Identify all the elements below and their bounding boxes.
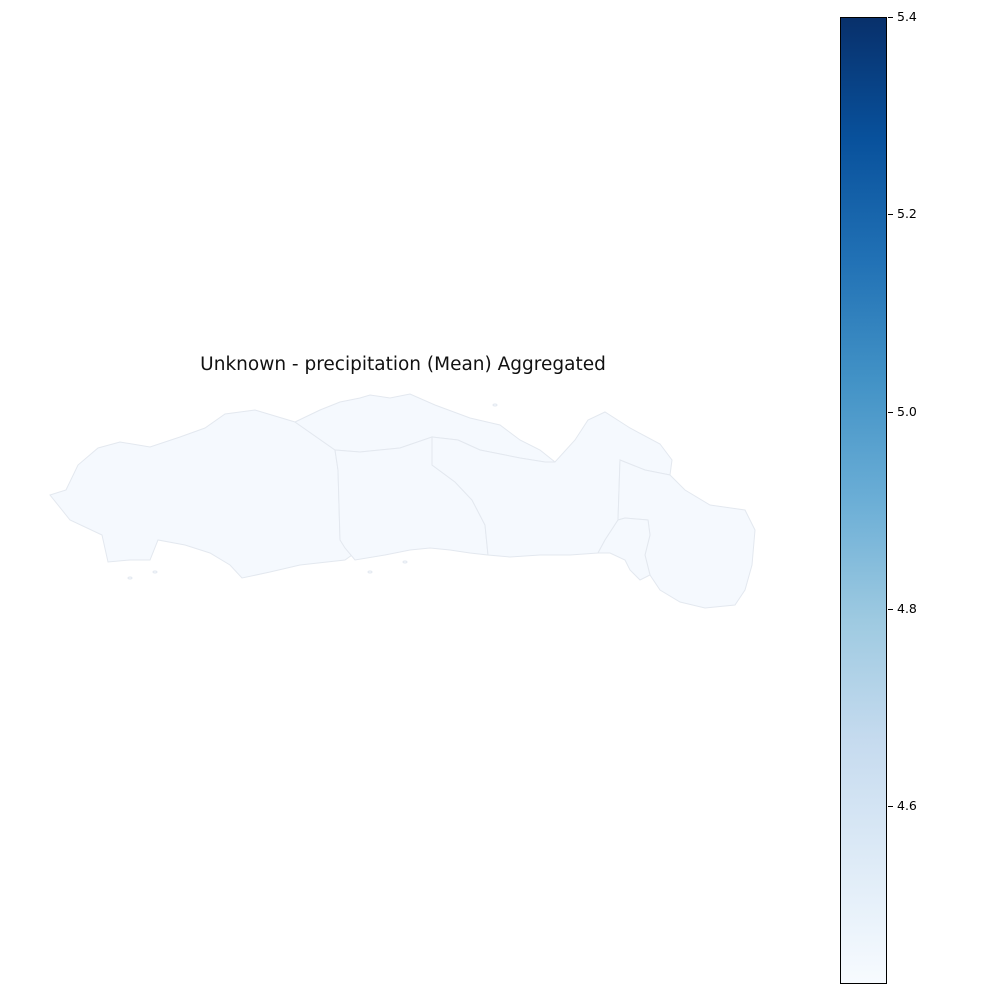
colorbar-tick-label: 4.8 — [897, 601, 917, 616]
map-islet — [367, 570, 373, 574]
map-islet — [127, 576, 133, 580]
colorbar-tick-mark — [888, 214, 893, 215]
map-islet — [492, 403, 498, 407]
colorbar-tick-mark — [888, 609, 893, 610]
map-islet — [402, 560, 408, 564]
colorbar-tick-mark — [888, 17, 893, 18]
colorbar-tick-label: 5.4 — [897, 9, 917, 24]
colorbar-tick-mark — [888, 806, 893, 807]
map-title: Unknown - precipitation (Mean) Aggregate… — [200, 354, 606, 375]
map-region-south-east — [597, 517, 651, 581]
colorbar-tick-label: 5.0 — [897, 404, 917, 419]
colorbar-tick-mark — [888, 412, 893, 413]
colorbar-tick-label: 5.2 — [897, 206, 917, 221]
map-islet — [152, 570, 158, 574]
colorbar — [840, 17, 887, 984]
colorbar-tick-label: 4.6 — [897, 798, 917, 813]
map-region-west — [49, 409, 353, 579]
